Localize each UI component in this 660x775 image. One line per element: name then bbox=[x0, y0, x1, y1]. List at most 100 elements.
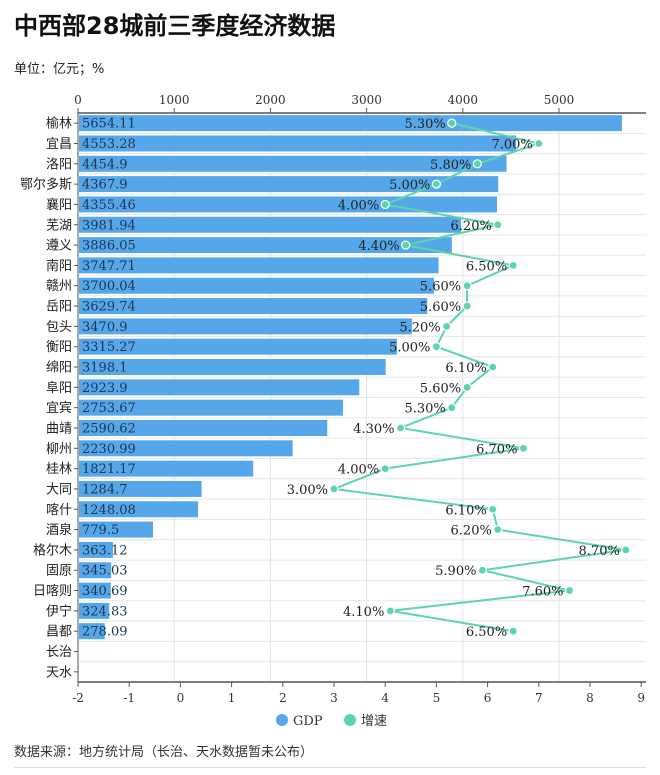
growth-point bbox=[534, 138, 544, 149]
category-label: 长治 bbox=[46, 645, 72, 660]
growth-point bbox=[431, 342, 441, 352]
bottom-axis-label: 9 bbox=[637, 691, 645, 705]
gdp-bar bbox=[79, 318, 412, 335]
gdp-value-label: 2590.62 bbox=[82, 421, 136, 436]
gdp-bar bbox=[79, 237, 452, 254]
gdp-value-label: 3315.27 bbox=[82, 340, 136, 355]
top-axis-label: 0 bbox=[74, 93, 82, 107]
growth-value-label: 3.00% bbox=[287, 483, 328, 498]
gdp-bar bbox=[79, 196, 497, 213]
category-label: 昌都 bbox=[46, 625, 72, 640]
gdp-bar bbox=[79, 623, 105, 640]
growth-value-label: 5.00% bbox=[389, 178, 430, 193]
growth-value-label: 5.00% bbox=[389, 341, 430, 356]
gdp-value-label: 1284.7 bbox=[82, 482, 128, 497]
growth-point bbox=[477, 565, 488, 575]
growth-point bbox=[493, 220, 503, 230]
gdp-value-label: 3981.94 bbox=[82, 218, 136, 233]
source-note: 数据来源：地方统计局（长治、天水数据暂未公布） bbox=[14, 745, 314, 760]
gdp-value-label: 5654.11 bbox=[82, 117, 136, 132]
gdp-bar bbox=[79, 277, 434, 294]
category-label: 洛阳 bbox=[46, 157, 72, 172]
gdp-value-label: 4553.28 bbox=[82, 137, 136, 152]
growth-point bbox=[472, 159, 482, 169]
category-label: 喀什 bbox=[46, 502, 72, 518]
growth-point bbox=[385, 606, 395, 616]
gdp-bar bbox=[79, 379, 360, 396]
category-label: 南阳 bbox=[46, 258, 72, 274]
category-label: 大同 bbox=[46, 482, 72, 497]
category-label: 衡阳 bbox=[46, 340, 72, 355]
gdp-bar bbox=[79, 359, 386, 376]
gdp-value-label: 3470.9 bbox=[82, 320, 128, 335]
growth-point bbox=[488, 504, 498, 514]
category-label: 柳州 bbox=[46, 442, 72, 457]
divider bbox=[14, 767, 646, 768]
growth-point bbox=[462, 301, 472, 311]
gdp-value-label: 340.69 bbox=[82, 584, 128, 599]
gdp-bar bbox=[79, 602, 110, 619]
growth-value-label: 5.90% bbox=[435, 564, 476, 579]
category-label: 曲靖 bbox=[46, 421, 72, 436]
top-axis-label: 2000 bbox=[255, 93, 286, 107]
category-label: 天水 bbox=[46, 665, 72, 680]
gdp-bar bbox=[79, 541, 113, 558]
category-label: 遵义 bbox=[46, 238, 72, 254]
growth-point bbox=[564, 585, 575, 596]
growth-value-label: 5.80% bbox=[430, 158, 471, 173]
bottom-axis-label: 5 bbox=[433, 691, 441, 705]
growth-value-label: 8.70% bbox=[579, 544, 620, 559]
gdp-bar bbox=[79, 338, 397, 355]
growth-value-label: 5.60% bbox=[420, 300, 461, 315]
legend-gdp-label: GDP bbox=[293, 714, 323, 729]
growth-point bbox=[508, 626, 518, 636]
category-label: 伊宁 bbox=[46, 603, 72, 619]
gdp-bar bbox=[79, 298, 428, 315]
category-label: 榆林 bbox=[46, 117, 72, 132]
growth-value-label: 5.30% bbox=[404, 402, 445, 417]
category-label: 桂林 bbox=[46, 462, 72, 477]
growth-value-label: 6.20% bbox=[451, 524, 492, 539]
gdp-value-label: 1248.08 bbox=[82, 503, 136, 518]
growth-value-label: 4.00% bbox=[338, 463, 379, 478]
category-label: 岳阳 bbox=[46, 300, 72, 315]
bottom-axis-label: 2 bbox=[279, 691, 287, 705]
growth-value-label: 4.10% bbox=[343, 605, 384, 620]
growth-point bbox=[493, 524, 503, 535]
category-label: 芜湖 bbox=[46, 218, 72, 233]
growth-point bbox=[447, 403, 457, 413]
growth-point bbox=[329, 484, 339, 494]
bottom-axis-label: 6 bbox=[484, 691, 492, 705]
growth-value-label: 4.00% bbox=[338, 198, 379, 213]
category-label: 宜宾 bbox=[46, 400, 72, 416]
gdp-bar bbox=[79, 216, 462, 233]
gdp-bar bbox=[79, 521, 153, 538]
growth-point bbox=[508, 260, 518, 271]
category-label: 格尔木 bbox=[33, 542, 72, 558]
gdp-value-label: 363.12 bbox=[82, 543, 128, 558]
growth-point bbox=[621, 545, 631, 555]
gdp-value-label: 3886.05 bbox=[82, 239, 136, 254]
gdp-value-label: 4454.9 bbox=[82, 157, 128, 172]
category-label: 鄂尔多斯 bbox=[20, 177, 72, 193]
gdp-bar bbox=[79, 135, 517, 152]
gdp-bar bbox=[79, 562, 112, 579]
legend-gdp-marker bbox=[276, 714, 288, 726]
growth-value-label: 7.00% bbox=[491, 137, 532, 152]
gdp-bar bbox=[79, 115, 622, 132]
growth-point bbox=[518, 443, 529, 453]
growth-value-label: 6.20% bbox=[451, 219, 492, 234]
gdp-bar bbox=[79, 480, 202, 497]
gdp-value-label: 345.03 bbox=[82, 564, 128, 579]
growth-value-label: 4.30% bbox=[353, 422, 394, 437]
growth-point bbox=[488, 362, 498, 372]
growth-value-label: 6.10% bbox=[445, 361, 486, 376]
category-label: 固原 bbox=[46, 564, 72, 579]
page-title: 中西部28城前三季度经济数据 bbox=[14, 12, 336, 40]
category-label: 包头 bbox=[46, 320, 72, 335]
gdp-bar bbox=[79, 501, 199, 518]
growth-value-label: 6.50% bbox=[466, 259, 507, 274]
gdp-value-label: 3700.04 bbox=[82, 279, 136, 294]
gdp-bar bbox=[79, 440, 293, 457]
